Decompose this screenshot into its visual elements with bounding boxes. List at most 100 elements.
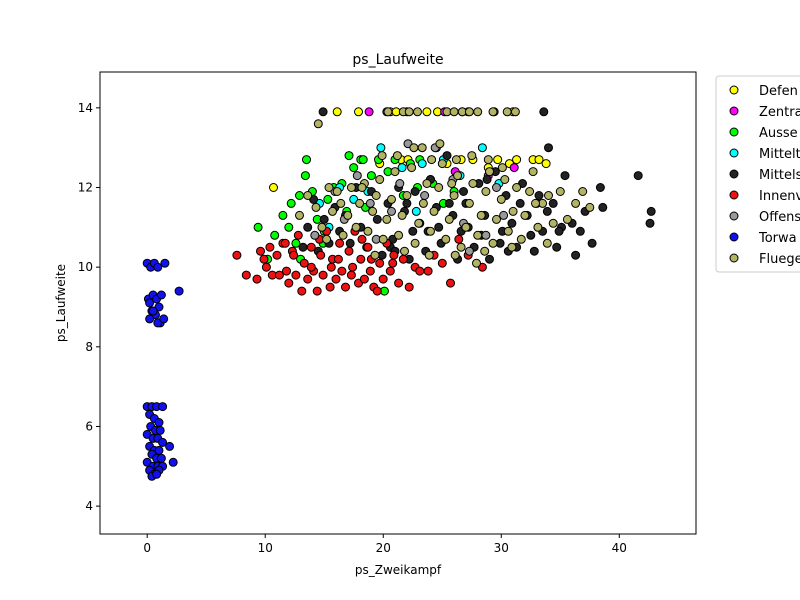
legend-entry: Zentra	[759, 105, 800, 120]
data-point	[365, 198, 375, 208]
data-point	[351, 222, 361, 232]
data-point	[404, 282, 414, 292]
data-point	[332, 187, 342, 196]
data-point	[404, 107, 414, 117]
data-point	[496, 194, 506, 204]
data-point	[335, 238, 345, 248]
data-point	[410, 238, 420, 248]
data-point	[488, 238, 498, 248]
y-tick-label: 10	[78, 260, 93, 274]
data-point	[318, 270, 328, 280]
legend-entry: Mittelt	[759, 147, 800, 162]
data-point	[509, 163, 519, 173]
data-point	[333, 254, 343, 264]
data-point	[585, 202, 595, 212]
data-point	[422, 107, 432, 117]
data-point	[345, 238, 355, 248]
data-point	[154, 445, 164, 455]
data-point	[332, 107, 342, 117]
data-point	[417, 159, 427, 169]
data-point	[444, 198, 454, 208]
data-point	[355, 198, 365, 208]
series-innenv	[232, 226, 487, 296]
data-point	[633, 171, 643, 181]
data-point	[544, 143, 553, 153]
legend-marker	[729, 85, 739, 95]
data-point	[442, 151, 452, 161]
data-point	[539, 107, 549, 117]
data-point	[319, 214, 329, 224]
data-point	[158, 402, 168, 412]
data-point	[352, 171, 362, 181]
data-point	[325, 282, 335, 292]
data-point	[289, 250, 299, 260]
x-tick-label: 10	[258, 541, 273, 555]
data-point	[482, 175, 492, 184]
data-point	[464, 107, 474, 117]
data-point	[473, 230, 483, 240]
data-point	[387, 206, 396, 216]
chart-title: ps_Laufweite	[352, 52, 443, 68]
data-point	[269, 183, 278, 192]
data-point	[533, 222, 543, 232]
data-point	[456, 242, 466, 252]
data-point	[331, 274, 341, 284]
data-point	[413, 107, 422, 117]
data-point	[378, 234, 388, 244]
data-point	[418, 198, 428, 208]
data-point	[291, 270, 301, 280]
data-point	[529, 246, 539, 256]
y-axis-ticks: 4 6 8 10 12 14	[78, 101, 100, 513]
data-point	[571, 250, 581, 260]
data-point	[480, 246, 490, 256]
data-point	[429, 206, 439, 216]
data-point	[311, 202, 321, 212]
data-point	[366, 171, 376, 181]
data-point	[512, 183, 522, 192]
data-point	[344, 246, 354, 256]
data-point	[306, 242, 316, 252]
data-point	[365, 266, 375, 276]
legend-marker	[729, 148, 739, 158]
data-point	[298, 242, 308, 252]
data-point	[508, 206, 518, 216]
legend-marker	[729, 127, 739, 137]
data-point	[446, 278, 455, 288]
data-point	[371, 191, 381, 200]
data-point	[253, 222, 263, 232]
data-point	[417, 143, 427, 153]
data-point	[520, 210, 530, 220]
data-point	[363, 226, 373, 236]
data-point	[645, 218, 655, 228]
data-point	[377, 151, 387, 161]
data-point	[415, 266, 425, 276]
data-point	[453, 171, 463, 181]
data-point	[534, 191, 544, 200]
data-point	[492, 183, 501, 192]
legend-entry: Fluege	[759, 252, 800, 267]
data-point	[359, 274, 369, 284]
data-point	[473, 107, 483, 117]
data-point	[476, 210, 486, 220]
data-point	[156, 290, 166, 300]
data-point	[507, 218, 517, 228]
data-point	[420, 191, 430, 200]
series-torwa	[142, 258, 184, 481]
data-point	[477, 143, 487, 153]
data-point	[358, 155, 368, 165]
data-point	[394, 278, 404, 288]
data-point	[499, 210, 509, 220]
data-point	[555, 187, 565, 196]
data-point	[372, 286, 382, 296]
data-point	[516, 234, 526, 244]
data-point	[426, 226, 435, 236]
data-point	[356, 254, 366, 264]
data-point	[306, 262, 316, 272]
data-point	[270, 230, 280, 240]
data-point	[232, 250, 242, 260]
data-point	[338, 230, 348, 240]
x-tick-label: 30	[494, 541, 509, 555]
data-point	[552, 242, 562, 252]
data-point	[354, 107, 363, 117]
data-point	[368, 206, 378, 216]
